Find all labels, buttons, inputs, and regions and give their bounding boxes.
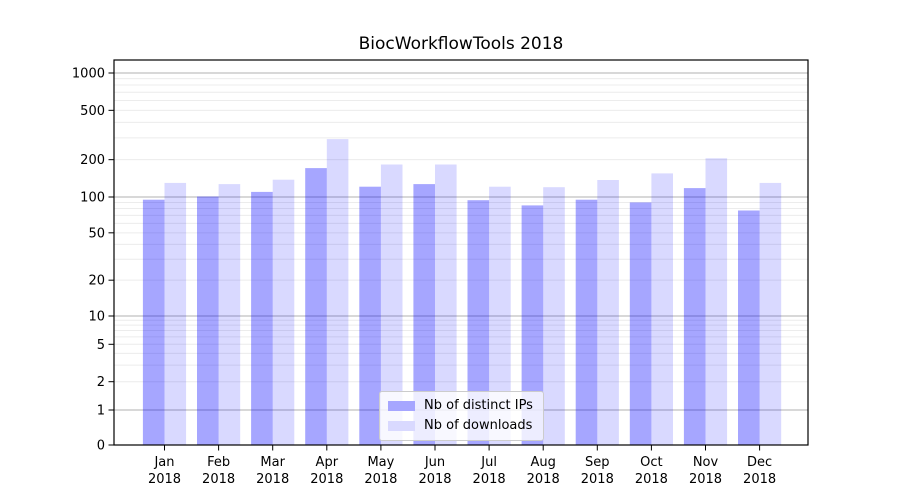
x-tick-label-nov: Nov	[693, 455, 719, 470]
legend: Nb of distinct IPs Nb of downloads	[379, 391, 544, 441]
y-tick-label-10: 10	[88, 310, 105, 325]
x-tick-label-sep: Sep	[585, 455, 610, 470]
x-tick-label-dec: Dec	[747, 455, 772, 470]
x-tick-year-nov: 2018	[689, 472, 722, 487]
x-tick-year-may: 2018	[364, 472, 397, 487]
legend-label-downloads: Nb of downloads	[424, 418, 533, 433]
bar-nov-downloads	[705, 158, 728, 446]
bars	[142, 139, 782, 446]
bar-jul-downloads	[489, 186, 511, 445]
chart-title: BiocWorkflowTools 2018	[358, 34, 564, 54]
bar-jan-distinct-ips	[142, 199, 165, 445]
gridlines-minor	[114, 78, 808, 383]
legend-swatch-distinct-ips	[388, 401, 415, 411]
x-tick-year-mar: 2018	[256, 472, 289, 487]
x-tick-label-oct: Oct	[640, 455, 662, 470]
bar-sep-downloads	[597, 180, 619, 445]
x-tick-year-dec: 2018	[743, 472, 776, 487]
bar-dec-distinct-ips	[738, 210, 760, 445]
bar-aug-distinct-ips	[521, 205, 544, 445]
y-tick-label-1: 1	[97, 404, 105, 419]
y-axis: 0 1 2 5 10 20 50 100 200 500 1000	[72, 67, 114, 454]
bar-mar-distinct-ips	[251, 191, 273, 445]
y-tick-label-0: 0	[97, 439, 105, 454]
bar-oct-downloads	[651, 173, 673, 445]
y-tick-label-2: 2	[97, 375, 105, 390]
x-tick-year-oct: 2018	[635, 472, 668, 487]
bar-jun-downloads	[435, 164, 457, 445]
y-tick-label-1000: 1000	[72, 67, 105, 82]
x-tick-label-jul: Jul	[480, 455, 497, 470]
legend-item-distinct-ips: Nb of distinct IPs	[388, 399, 533, 413]
bar-feb-downloads	[218, 184, 241, 445]
bar-jul-distinct-ips	[467, 200, 490, 445]
x-tick-label-jun: Jun	[424, 455, 445, 470]
bar-jun-distinct-ips	[413, 184, 435, 445]
bar-may-downloads	[380, 164, 403, 445]
x-tick-year-jul: 2018	[473, 472, 506, 487]
bar-apr-downloads	[326, 139, 349, 445]
x-tick-year-aug: 2018	[527, 472, 560, 487]
x-tick-year-apr: 2018	[310, 472, 343, 487]
bar-dec-downloads	[759, 182, 782, 445]
y-tick-label-100: 100	[80, 191, 105, 206]
x-tick-label-mar: Mar	[260, 455, 285, 470]
x-tick-label-aug: Aug	[531, 455, 556, 470]
x-tick-year-feb: 2018	[202, 472, 235, 487]
bar-sep-distinct-ips	[575, 199, 598, 445]
x-axis: Jan 2018 Feb 2018 Mar 2018 Apr 2018 May 2018 Jun 20…	[148, 445, 776, 487]
y-tick-label-20: 20	[88, 274, 105, 289]
plot-border	[113, 59, 809, 446]
bar-oct-distinct-ips	[629, 202, 652, 445]
legend-swatch-downloads	[388, 421, 415, 431]
bar-apr-distinct-ips	[305, 168, 327, 445]
bar-nov-distinct-ips	[683, 188, 706, 445]
x-tick-label-jan: Jan	[153, 455, 174, 470]
bar-may-distinct-ips	[359, 186, 381, 445]
x-tick-label-may: May	[367, 455, 394, 470]
bar-jan-downloads	[164, 182, 187, 445]
bar-mar-downloads	[272, 179, 295, 445]
x-tick-label-apr: Apr	[316, 455, 339, 470]
legend-label-distinct-ips: Nb of distinct IPs	[424, 398, 533, 413]
x-tick-label-feb: Feb	[207, 455, 230, 470]
x-tick-year-jun: 2018	[418, 472, 451, 487]
x-tick-year-jan: 2018	[148, 472, 181, 487]
y-tick-label-50: 50	[88, 226, 105, 241]
bar-aug-downloads	[543, 187, 565, 445]
y-tick-label-500: 500	[80, 104, 105, 119]
y-tick-label-200: 200	[80, 153, 105, 168]
legend-item-downloads: Nb of downloads	[388, 419, 533, 433]
y-tick-label-5: 5	[97, 338, 105, 353]
bar-feb-distinct-ips	[197, 196, 219, 445]
x-tick-year-sep: 2018	[581, 472, 614, 487]
